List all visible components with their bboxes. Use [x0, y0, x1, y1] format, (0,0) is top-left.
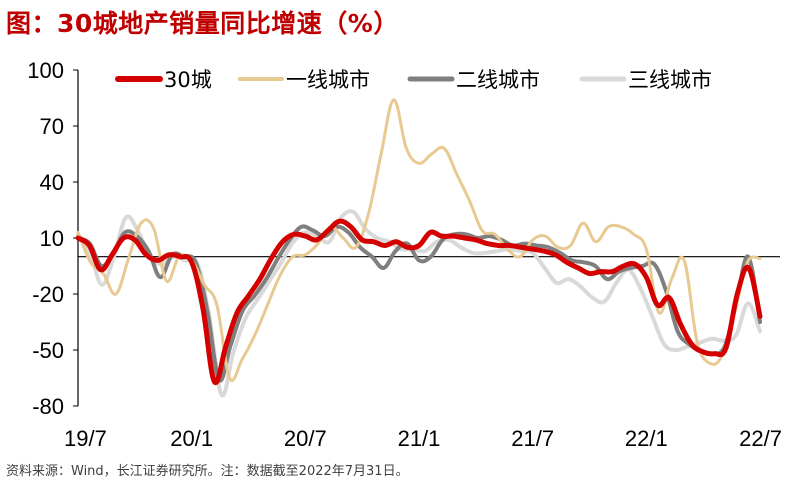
x-tick-label: 21/1 — [398, 426, 441, 451]
x-tick-label: 21/7 — [511, 426, 554, 451]
series-line-二线城市 — [76, 224, 762, 383]
x-tick-label: 20/1 — [170, 426, 213, 451]
source-note: 资料来源：Wind，长江证券研究所。注：数据截至2022年7月31日。 — [6, 464, 409, 479]
x-tick-label: 19/7 — [64, 426, 107, 451]
series-line-一线城市 — [76, 98, 762, 382]
legend-label: 二线城市 — [456, 68, 540, 92]
chart-legend: 30城 一线城市 二线城市 三线城市 — [115, 68, 712, 92]
y-tick-label: 70 — [40, 114, 64, 139]
x-tick-label: 20/7 — [284, 426, 327, 451]
legend-label: 一线城市 — [286, 68, 370, 92]
x-tick-label: 22/1 — [625, 426, 668, 451]
y-tick-label: 10 — [40, 226, 64, 251]
series-line-30城 — [75, 218, 763, 386]
y-tick-label: 100 — [27, 58, 64, 83]
y-tick-label: -20 — [32, 282, 64, 307]
chart-axes: -80 -50 -20 10 40 70 100 19/7 20/1 20/7 21/1 21/7 22… — [27, 58, 782, 451]
chart-series — [75, 98, 763, 398]
legend-label: 30城 — [164, 68, 212, 92]
y-tick-label: 40 — [40, 170, 64, 195]
y-tick-label: -80 — [32, 394, 64, 419]
chart-title: 图：30城地产销量同比增速（%） — [6, 9, 399, 38]
y-tick-label: -50 — [32, 338, 64, 363]
x-tick-label: 22/7 — [739, 426, 782, 451]
legend-label: 三线城市 — [628, 68, 712, 92]
